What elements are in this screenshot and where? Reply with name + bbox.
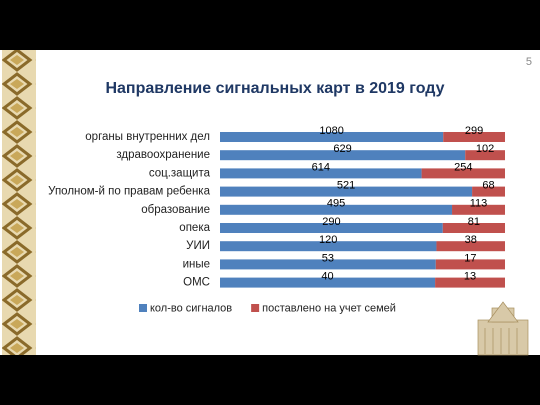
category-label: УИИ [186, 240, 210, 252]
bar-segment [220, 223, 443, 233]
bottom-band [0, 355, 540, 405]
bar-segment [220, 204, 453, 215]
value-label: 521 [337, 180, 355, 192]
bar-segment [220, 277, 436, 288]
bar-segment [220, 168, 422, 179]
value-label: 38 [465, 234, 477, 246]
legend-swatch [139, 304, 147, 312]
category-label: здравоохранение [116, 149, 210, 161]
value-label: 290 [322, 216, 340, 228]
bar-segment [435, 259, 505, 270]
chain-border [2, 50, 36, 355]
bar-segment [472, 186, 505, 197]
value-label: 254 [454, 161, 472, 173]
category-label: опека [179, 222, 210, 234]
bar-segment [465, 150, 505, 161]
legend-label: поставлено на учет семей [262, 302, 396, 314]
bar-segment [220, 186, 473, 197]
chart-title: Направление сигнальных карт в 2019 году [105, 80, 444, 97]
bar-segment [442, 223, 505, 233]
top-band [0, 0, 540, 50]
bar-segment [421, 168, 505, 179]
value-label: 13 [464, 271, 476, 283]
bar-segment [436, 241, 505, 252]
bar-segment [220, 132, 444, 142]
value-label: 113 [470, 198, 488, 210]
bar-segment [220, 259, 436, 270]
bar-segment [220, 150, 466, 161]
bar-segment [435, 277, 505, 288]
bar-segment [452, 204, 505, 215]
page-number: 5 [526, 56, 532, 68]
value-label: 68 [482, 180, 494, 192]
bar-segment [220, 241, 437, 252]
building-icon [477, 301, 529, 356]
legend-label: кол-во сигналов [150, 302, 232, 314]
category-label: Уполном-й по правам ребенка [48, 186, 210, 198]
category-label: ОМС [183, 277, 210, 289]
value-label: 1080 [319, 125, 343, 137]
value-label: 299 [465, 125, 483, 137]
value-label: 40 [321, 271, 333, 283]
category-label: органы внутренних дел [85, 131, 210, 143]
value-label: 629 [333, 143, 351, 155]
value-label: 17 [464, 252, 476, 264]
legend-swatch [251, 304, 260, 312]
category-label: образование [141, 204, 210, 216]
value-label: 614 [312, 161, 330, 173]
category-label: соц.защита [149, 167, 211, 179]
value-label: 53 [322, 252, 334, 264]
value-label: 102 [476, 143, 494, 155]
value-label: 495 [327, 198, 345, 210]
bar-segment [443, 132, 505, 142]
value-label: 81 [468, 216, 480, 228]
value-label: 120 [319, 234, 337, 246]
chart: органы внутренних дел 1080 299 здравоохране… [48, 125, 505, 314]
category-label: иные [183, 258, 210, 270]
